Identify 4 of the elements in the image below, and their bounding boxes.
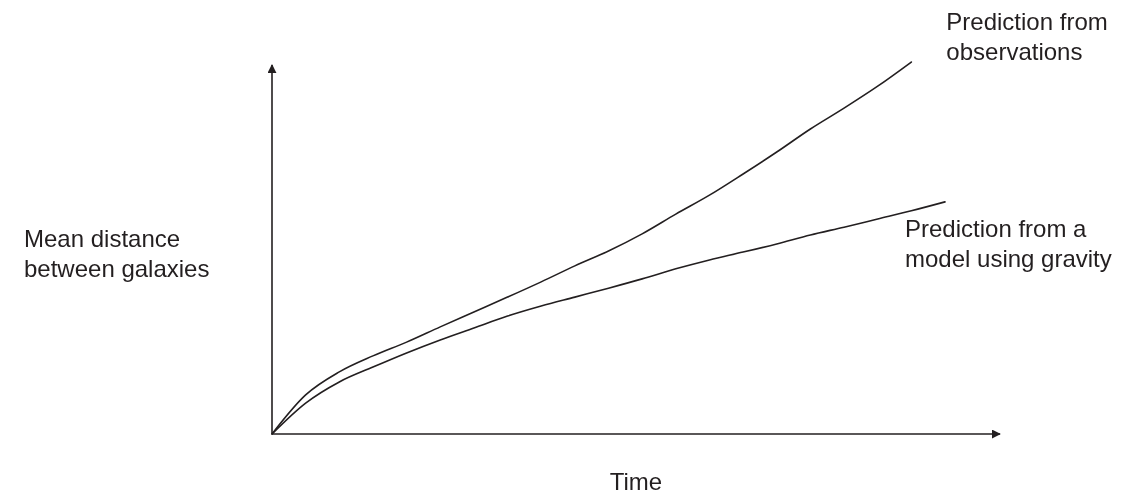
series-label: Prediction from observations xyxy=(946,8,1108,65)
y-axis-title: Mean distance between galaxies xyxy=(24,225,210,282)
x-axis-title: Time xyxy=(609,468,663,495)
series-label: Prediction from a model using gravity xyxy=(905,214,1112,272)
